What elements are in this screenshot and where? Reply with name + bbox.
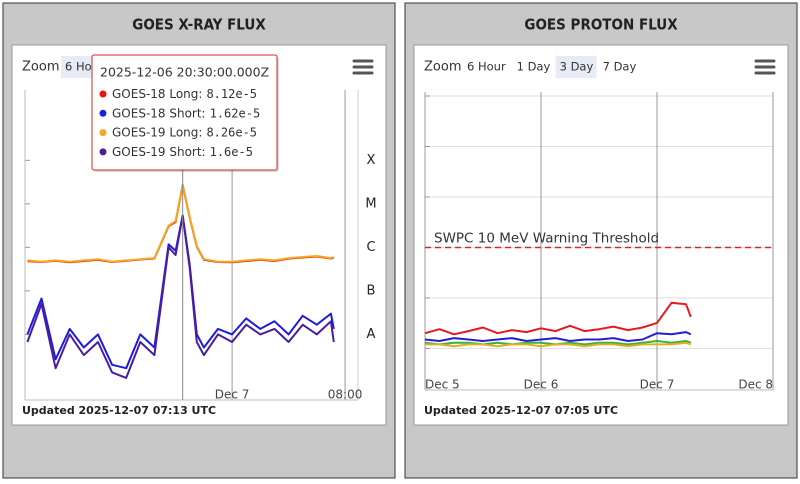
y-tick-label: B bbox=[367, 283, 376, 298]
tooltip-bullet bbox=[99, 148, 107, 156]
tooltip-value: 8.12e-5 bbox=[206, 87, 257, 101]
zoom-button[interactable]: 6 Hour bbox=[467, 60, 506, 74]
updated-text: Updated 2025-12-07 07:05 UTC bbox=[424, 404, 618, 417]
series-line bbox=[424, 301, 692, 336]
series-line bbox=[26, 214, 335, 379]
y-tick-label: C bbox=[366, 240, 375, 255]
x-tick-label: Dec 7 bbox=[215, 388, 250, 402]
y-tick-label: X bbox=[367, 153, 376, 168]
tooltip-row: GOES-18 Short: 1.62e-5 bbox=[112, 106, 260, 120]
tooltip-value: 1.6e-5 bbox=[210, 144, 253, 158]
tooltip-time: 2025-12-06 20:30:00.000Z bbox=[100, 65, 269, 80]
zoom-label: Zoom bbox=[424, 60, 461, 75]
zoom-button[interactable]: 3 Day bbox=[560, 60, 594, 74]
tooltip-series-name: GOES-19 Short: bbox=[112, 144, 206, 158]
tooltip-row: GOES-19 Short: 1.6e-5 bbox=[112, 144, 253, 158]
y-tick-label: M bbox=[365, 196, 376, 211]
x-tick-label: Dec 6 bbox=[524, 378, 559, 392]
panel-title: GOES X-RAY FLUX bbox=[132, 16, 266, 34]
x-tick-label: Dec 5 bbox=[425, 378, 460, 392]
x-tick-label: Dec 7 bbox=[640, 378, 675, 392]
zoom-button-bg bbox=[555, 56, 597, 78]
zoom-button[interactable]: 7 Day bbox=[603, 60, 637, 74]
chart-area bbox=[413, 44, 789, 426]
panel-title: GOES PROTON FLUX bbox=[524, 16, 678, 34]
zoom-label: Zoom bbox=[22, 60, 59, 75]
y-tick-label: A bbox=[367, 327, 376, 342]
threshold-label: SWPC 10 MeV Warning Threshold bbox=[434, 230, 659, 246]
series-line bbox=[424, 331, 692, 342]
tooltip-series-name: GOES-19 Long: bbox=[112, 125, 202, 139]
tooltip-row: GOES-18 Long: 8.12e-5 bbox=[112, 87, 257, 101]
tooltip-series-name: GOES-18 Short: bbox=[112, 106, 206, 120]
tooltip-bullet bbox=[99, 109, 107, 117]
series-line bbox=[425, 341, 692, 348]
updated-text: Updated 2025-12-07 07:13 UTC bbox=[22, 404, 216, 417]
tooltip bbox=[91, 54, 278, 171]
x-tick-label: Dec 8 bbox=[738, 378, 773, 392]
tooltip-series-name: GOES-18 Long: bbox=[112, 87, 202, 101]
tooltip-row: GOES-19 Long: 8.26e-5 bbox=[112, 125, 257, 139]
tooltip-bullet bbox=[99, 90, 107, 98]
tooltip-bullet bbox=[99, 129, 107, 137]
tooltip-value: 1.62e-5 bbox=[210, 106, 261, 120]
zoom-button[interactable]: 1 Day bbox=[517, 60, 551, 74]
series-line bbox=[27, 183, 335, 263]
x-tick-label: 08:00 bbox=[328, 388, 363, 402]
tooltip-value: 8.26e-5 bbox=[206, 125, 257, 139]
